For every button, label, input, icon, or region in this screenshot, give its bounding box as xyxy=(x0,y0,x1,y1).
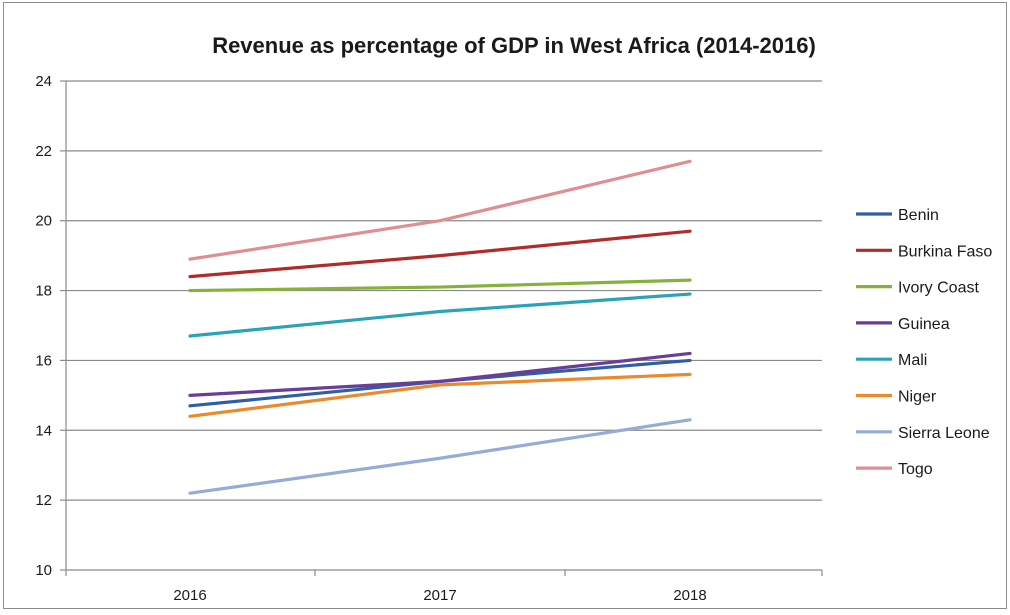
legend-label: Mali xyxy=(898,352,927,369)
x-tick-label: 2017 xyxy=(423,587,456,604)
chart-frame: Revenue as percentage of GDP in West Afr… xyxy=(3,2,1007,609)
series-line-mali xyxy=(188,292,692,338)
series-line-benin xyxy=(188,358,692,408)
series-line-guinea xyxy=(188,351,692,397)
x-tick-label: 2018 xyxy=(673,587,706,604)
legend-label: Burkina Faso xyxy=(898,243,992,260)
series-line-ivory-coast xyxy=(188,278,692,293)
y-tick-label: 12 xyxy=(35,492,52,509)
series-line-togo xyxy=(188,159,692,261)
legend-label: Togo xyxy=(898,461,933,478)
legend-label: Benin xyxy=(898,207,939,224)
legend-label: Sierra Leone xyxy=(898,425,990,442)
legend-label: Ivory Coast xyxy=(898,280,979,297)
y-tick-label: 14 xyxy=(35,422,52,439)
series-line-niger xyxy=(188,372,692,418)
series-line-sierra-leone xyxy=(188,418,692,495)
series-line-burkina-faso xyxy=(188,229,692,279)
legend-label: Guinea xyxy=(898,316,950,333)
x-tick-label: 2016 xyxy=(173,587,206,604)
y-tick-label: 16 xyxy=(35,352,52,369)
axes: 10 12 14 16 18 20 22 24 2016 2017 2018 xyxy=(35,73,823,604)
legend: Benin Burkina Faso Ivory Coast Guinea Mali Ni… xyxy=(856,207,992,478)
y-tick-label: 20 xyxy=(35,213,52,230)
y-tick-label: 24 xyxy=(35,73,52,90)
line-chart: Revenue as percentage of GDP in West Afr… xyxy=(35,33,992,604)
series-lines xyxy=(188,159,692,495)
chart-title: Revenue as percentage of GDP in West Afr… xyxy=(212,33,816,58)
y-tick-label: 22 xyxy=(35,143,52,160)
gridlines xyxy=(66,80,822,501)
y-tick-label: 18 xyxy=(35,283,52,300)
legend-label: Niger xyxy=(898,389,937,406)
y-tick-label: 10 xyxy=(35,562,52,579)
